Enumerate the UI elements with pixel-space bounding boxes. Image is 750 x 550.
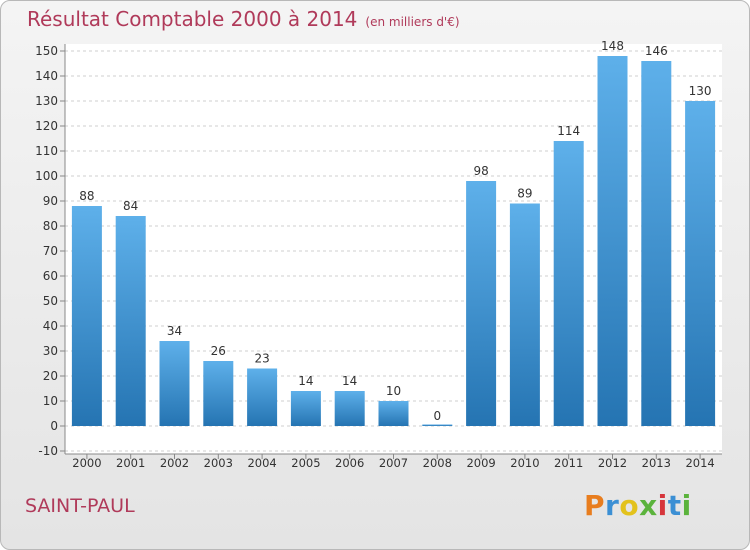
y-tick-label: 120 <box>35 119 58 133</box>
chart-title: Résultat Comptable 2000 à 2014 (en millie… <box>27 7 460 31</box>
x-tick-label: 2006 <box>335 456 364 470</box>
bar-value-label: 0 <box>433 409 441 423</box>
bar-value-label: 88 <box>79 189 94 203</box>
y-tick-label: 130 <box>35 94 58 108</box>
bar-value-label: 14 <box>342 374 357 388</box>
x-tick-label: 2002 <box>160 456 189 470</box>
x-tick-label: 2003 <box>204 456 233 470</box>
chart-title-text: Résultat Comptable 2000 à 2014 <box>27 7 358 31</box>
y-tick-label: 150 <box>35 44 58 58</box>
x-tick-label: 2014 <box>685 456 714 470</box>
x-tick-label: 2012 <box>598 456 627 470</box>
x-tick-label: 2005 <box>291 456 320 470</box>
bar <box>422 424 453 426</box>
bar <box>641 61 672 426</box>
bar-value-label: 114 <box>557 124 580 138</box>
bar-value-label: 146 <box>645 44 668 58</box>
bars: 88 84 34 26 23 14 14 10 0 98 89 114 148 146 130 <box>71 39 716 426</box>
bar-value-label: 148 <box>601 39 624 53</box>
bar <box>509 203 540 426</box>
logo-letter: i <box>681 489 692 522</box>
bar <box>466 181 497 426</box>
bar <box>290 391 321 426</box>
y-tick-label: 20 <box>43 369 58 383</box>
y-axis: -10 0 10 20 30 40 50 60 70 80 90 100 110 120 130 140 150 <box>35 44 66 458</box>
y-tick-label: 90 <box>43 194 58 208</box>
y-tick-label: 50 <box>43 294 58 308</box>
bar <box>378 401 409 426</box>
bar <box>115 216 146 426</box>
y-tick-label: 10 <box>43 394 58 408</box>
bar <box>597 56 628 426</box>
bar-value-label: 89 <box>517 187 532 201</box>
bar <box>71 206 102 426</box>
x-tick-label: 2001 <box>116 456 145 470</box>
y-tick-label: -10 <box>38 444 58 458</box>
logo-letter: r <box>605 489 620 522</box>
bar-value-label: 98 <box>473 164 488 178</box>
y-tick-label: 70 <box>43 244 58 258</box>
logo-letter: t <box>667 489 682 522</box>
y-tick-label: 80 <box>43 219 58 233</box>
bar-value-label: 34 <box>167 324 182 338</box>
proxiti-logo: Proxiti <box>584 489 692 522</box>
x-tick-label: 2007 <box>379 456 408 470</box>
logo-letter: o <box>619 489 640 522</box>
bar-value-label: 14 <box>298 374 313 388</box>
bar <box>159 341 190 426</box>
x-tick-label: 2011 <box>554 456 583 470</box>
x-tick-label: 2004 <box>247 456 276 470</box>
y-tick-label: 40 <box>43 319 58 333</box>
bar <box>553 141 584 426</box>
y-tick-label: 60 <box>43 269 58 283</box>
bar-value-label: 130 <box>689 84 712 98</box>
x-tick-label: 2008 <box>423 456 452 470</box>
y-tick-label: 140 <box>35 69 58 83</box>
x-axis: 2000 2001 2002 2003 2004 2005 2006 2007 2008 2009… <box>65 453 722 470</box>
y-tick-label: 30 <box>43 344 58 358</box>
x-tick-label: 2013 <box>642 456 671 470</box>
chart-unit: (en milliers d'€) <box>365 15 460 29</box>
bar-value-label: 84 <box>123 199 138 213</box>
bar-value-label: 26 <box>211 344 226 358</box>
bar-value-label: 10 <box>386 384 401 398</box>
x-tick-label: 2009 <box>466 456 495 470</box>
logo-letter: i <box>657 489 668 522</box>
logo-letter: P <box>584 489 606 522</box>
commune-name: SAINT-PAUL <box>25 495 135 517</box>
bar <box>247 368 278 426</box>
bar-value-label: 23 <box>254 352 269 366</box>
y-tick-label: 110 <box>35 144 58 158</box>
x-tick-label: 2000 <box>72 456 101 470</box>
bar <box>334 391 365 426</box>
y-tick-label: 100 <box>35 169 58 183</box>
bar <box>203 361 234 426</box>
bar <box>685 101 716 426</box>
y-tick-label: 0 <box>50 419 58 433</box>
x-tick-label: 2010 <box>510 456 539 470</box>
logo-letter: x <box>639 489 658 522</box>
